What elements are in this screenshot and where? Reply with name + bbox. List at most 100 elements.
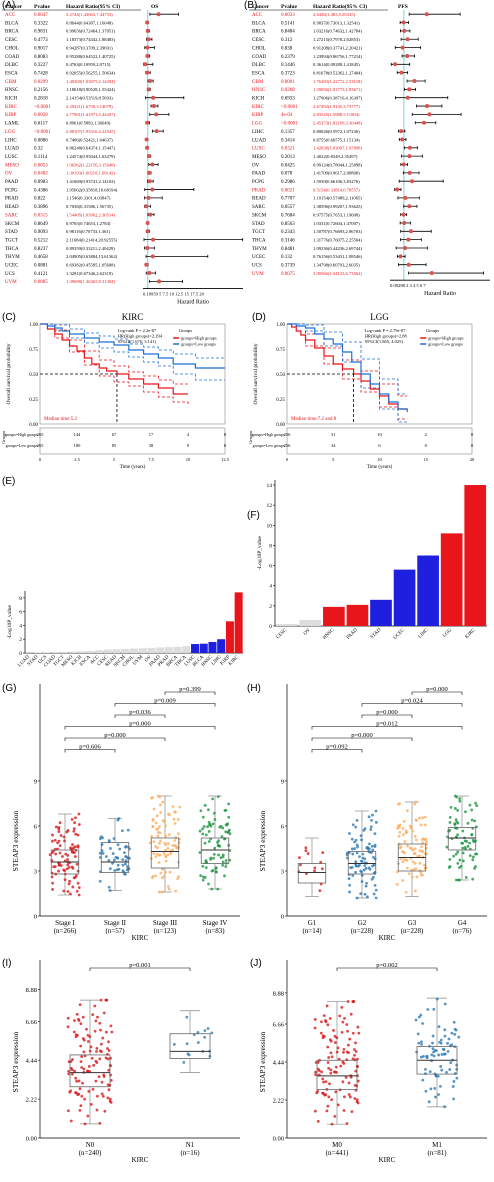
x-axis-title: KIRC xyxy=(379,934,396,942)
data-point xyxy=(347,877,351,880)
median-label: Median time:5.2 xyxy=(44,417,78,422)
data-point xyxy=(67,866,71,869)
group-count: (n=123) xyxy=(154,927,177,935)
data-point xyxy=(116,863,120,867)
comparison-pvalue: p=0.092 xyxy=(326,744,348,751)
data-point xyxy=(447,1037,451,1041)
pvalue-label: 0.8649 xyxy=(34,222,48,227)
data-point xyxy=(364,884,368,888)
cancer-label: MESO xyxy=(252,155,266,160)
data-point xyxy=(63,839,66,843)
point-estimate xyxy=(146,195,151,200)
pvalue-label: 0.132 xyxy=(281,255,293,260)
hr-label: 0.98116(0.70733,1.361) xyxy=(66,229,111,235)
hr-label: 2.11684(0.21414,20.92555) xyxy=(66,237,118,243)
data-point xyxy=(354,860,358,864)
data-point xyxy=(418,849,422,853)
data-point xyxy=(121,858,125,861)
data-point xyxy=(203,1029,207,1033)
point-estimate xyxy=(154,129,159,134)
data-point xyxy=(329,1068,333,1072)
point-estimate xyxy=(408,229,413,234)
comparison-bracket xyxy=(311,749,363,753)
pvalue-label: 0.1357 xyxy=(281,130,295,135)
data-point xyxy=(453,1072,457,1075)
cancer-label: PAAD xyxy=(252,172,266,177)
data-point xyxy=(437,1025,441,1028)
data-point xyxy=(348,832,351,835)
cancer-label: SARC xyxy=(5,213,19,218)
box xyxy=(150,837,180,869)
cancer-label: LUAD xyxy=(252,138,266,143)
stat-line: 95%CI(1.676, 3.141) xyxy=(118,339,157,345)
hr-label: 0.76156(0.53431,1.08546) xyxy=(313,254,362,260)
hr-label: 1.4022(0.8349,2.35497) xyxy=(313,154,358,160)
risk-count: 4 xyxy=(187,432,190,437)
pvalue-label: 0.0028 xyxy=(34,113,48,118)
data-point xyxy=(349,1075,353,1079)
comparison-pvalue: p=0.399 xyxy=(179,686,201,693)
data-point xyxy=(346,1029,349,1033)
data-point xyxy=(221,860,225,864)
y-tick-label: 14 xyxy=(267,483,273,489)
data-point xyxy=(66,1016,70,1020)
header-hr: Hazard Ratio(95% CI) xyxy=(66,3,120,10)
data-point xyxy=(417,816,421,820)
data-point xyxy=(322,1092,325,1095)
hr-label: 0.8961(0.5883,1.36649) xyxy=(66,121,111,127)
data-point xyxy=(433,1049,437,1052)
data-point xyxy=(99,1028,102,1032)
data-point xyxy=(355,818,359,822)
pvalue-label: 0.2986 xyxy=(281,180,295,185)
data-point xyxy=(313,869,316,873)
data-point xyxy=(159,839,162,843)
risk-count: 38 xyxy=(149,443,154,448)
cancer-label: OV xyxy=(5,172,13,177)
risk-count: 0 xyxy=(471,443,474,448)
point-estimate xyxy=(147,179,152,184)
data-point xyxy=(203,841,207,845)
data-point xyxy=(313,1026,317,1030)
data-point xyxy=(460,841,464,845)
point-estimate xyxy=(147,271,152,276)
y-tick-label: 0 xyxy=(281,914,284,921)
bar xyxy=(103,649,112,653)
hr-label: 1.34798(0.60793,2.6035) xyxy=(313,263,360,269)
data-point xyxy=(70,1072,74,1076)
pvalue-label: 0.7684 xyxy=(281,213,295,218)
hr-label: 1.24574(0.95044,1.63279) xyxy=(66,154,115,160)
km-plot-lgg: LGG 1.00 0.75 0.50 0.25 0.00 Overall survival … xyxy=(248,312,475,470)
y-tick-label: 3 xyxy=(281,869,284,876)
bar xyxy=(60,651,69,653)
data-point xyxy=(426,1008,430,1011)
point-estimate xyxy=(145,20,150,25)
data-point xyxy=(75,1079,79,1083)
cancer-label: THYM xyxy=(252,247,267,252)
point-estimate xyxy=(400,137,405,142)
data-point xyxy=(72,1030,76,1034)
box xyxy=(447,827,477,851)
data-point xyxy=(329,1071,333,1075)
data-point xyxy=(327,1056,331,1059)
data-point xyxy=(397,802,400,806)
data-point xyxy=(406,844,409,848)
data-point xyxy=(334,1065,338,1069)
data-point xyxy=(107,885,111,889)
data-point xyxy=(109,847,112,850)
data-point xyxy=(211,822,215,826)
comparison-bracket xyxy=(411,691,463,695)
data-point xyxy=(58,821,62,825)
panel-label-a: (A) xyxy=(2,0,16,11)
data-point xyxy=(158,825,161,829)
data-point xyxy=(224,808,228,812)
data-point xyxy=(313,1018,317,1021)
data-point xyxy=(73,821,76,825)
hr-label: 0.80026(0.5972,1.07236) xyxy=(313,129,360,135)
data-point xyxy=(154,874,158,878)
data-point xyxy=(206,1027,210,1030)
data-point xyxy=(368,867,372,871)
y-tick-label: 9 xyxy=(281,779,284,786)
point-estimate xyxy=(427,112,432,117)
comparison-bracket xyxy=(114,714,166,718)
x-tick-label: 10 xyxy=(377,457,382,462)
